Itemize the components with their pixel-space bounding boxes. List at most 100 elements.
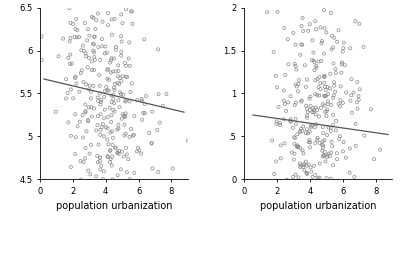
Point bbox=[328, 210, 334, 214]
Point bbox=[59, 1, 66, 5]
Point bbox=[297, 129, 303, 133]
Point bbox=[126, 177, 133, 181]
Point bbox=[97, 167, 104, 172]
Point bbox=[340, 46, 346, 50]
Point bbox=[335, 28, 342, 32]
Point bbox=[319, 39, 325, 43]
Point bbox=[331, 80, 337, 84]
Point bbox=[77, 159, 84, 163]
Point bbox=[325, 100, 331, 104]
Point bbox=[126, 56, 132, 60]
Point bbox=[163, 92, 170, 96]
Point bbox=[116, 149, 122, 153]
Point bbox=[310, 58, 317, 62]
Point bbox=[291, 142, 298, 146]
Point bbox=[108, 100, 115, 104]
Point bbox=[308, 58, 315, 62]
Point bbox=[124, 195, 130, 199]
Point bbox=[122, 111, 129, 115]
Point bbox=[104, 77, 110, 81]
Point bbox=[118, 12, 124, 16]
Point bbox=[308, 170, 314, 174]
Point bbox=[109, 154, 115, 158]
Point bbox=[104, 0, 110, 2]
Point bbox=[273, 122, 280, 126]
Point bbox=[361, 133, 368, 137]
Point bbox=[110, 97, 116, 101]
Point bbox=[316, 75, 322, 79]
Point bbox=[295, 145, 301, 149]
Point bbox=[107, 148, 114, 152]
Point bbox=[85, 119, 91, 123]
Point bbox=[87, 172, 94, 176]
Point bbox=[303, 104, 309, 108]
Point bbox=[128, 81, 135, 85]
Point bbox=[127, 90, 134, 94]
Point bbox=[308, 125, 314, 130]
Point bbox=[83, 82, 89, 86]
Point bbox=[101, 95, 108, 99]
Point bbox=[306, 3, 312, 7]
Point bbox=[106, 88, 112, 92]
Point bbox=[360, 45, 367, 49]
Point bbox=[101, 134, 107, 138]
Point bbox=[312, 125, 318, 129]
Point bbox=[321, 153, 327, 157]
Point bbox=[82, 110, 89, 114]
Point bbox=[347, 46, 354, 50]
Point bbox=[102, 108, 108, 112]
Point bbox=[354, 80, 360, 84]
Point bbox=[357, 212, 364, 216]
Point bbox=[72, 112, 78, 116]
Point bbox=[312, 141, 318, 145]
Point bbox=[90, 211, 97, 215]
Point bbox=[80, 44, 86, 48]
Point bbox=[304, 110, 311, 114]
Point bbox=[303, 160, 309, 164]
Point bbox=[114, 81, 121, 85]
Point bbox=[109, 33, 115, 37]
Point bbox=[335, 236, 342, 240]
Point bbox=[315, 176, 321, 180]
Point bbox=[336, 137, 342, 141]
Point bbox=[322, 94, 328, 98]
Point bbox=[72, 27, 78, 31]
Point bbox=[306, 196, 313, 200]
Point bbox=[108, 93, 114, 98]
Point bbox=[295, 145, 301, 149]
Point bbox=[328, 103, 334, 107]
Point bbox=[287, 117, 294, 121]
Point bbox=[297, 165, 303, 169]
Point bbox=[126, 135, 133, 139]
Point bbox=[102, 45, 109, 49]
Point bbox=[310, 175, 316, 179]
Point bbox=[295, 145, 302, 149]
Point bbox=[89, 59, 95, 63]
Point bbox=[304, 127, 310, 131]
Point bbox=[76, 90, 82, 94]
Point bbox=[312, 60, 318, 64]
Point bbox=[319, 220, 325, 224]
Point bbox=[123, 214, 129, 218]
Point bbox=[66, 6, 72, 10]
Point bbox=[112, 146, 119, 150]
Point bbox=[103, 85, 110, 89]
Point bbox=[97, 159, 103, 163]
Point bbox=[287, 119, 293, 123]
Point bbox=[312, 203, 318, 207]
Point bbox=[270, 50, 277, 54]
Point bbox=[343, 90, 349, 94]
Point bbox=[122, 132, 129, 136]
Point bbox=[321, 75, 328, 79]
Point bbox=[146, 131, 152, 135]
Point bbox=[299, 148, 306, 152]
Point bbox=[90, 42, 96, 46]
Point bbox=[297, 130, 303, 134]
Point bbox=[109, 129, 115, 133]
Point bbox=[293, 122, 299, 126]
Point bbox=[301, 162, 308, 166]
Point bbox=[330, 96, 336, 100]
Point bbox=[74, 28, 80, 32]
Point bbox=[68, 61, 75, 66]
Point bbox=[292, 173, 299, 177]
